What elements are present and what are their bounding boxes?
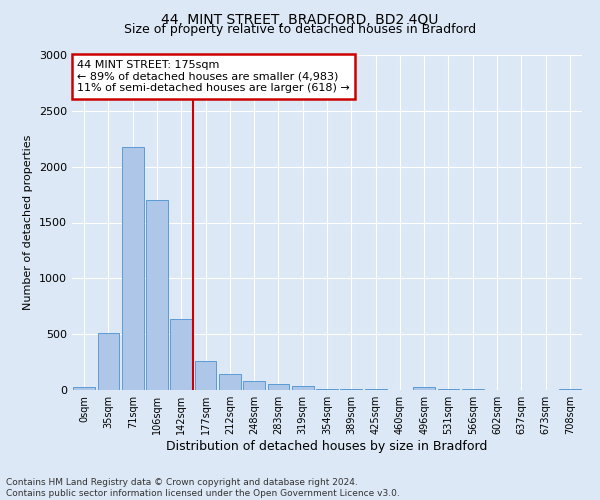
Bar	[73, 387, 95, 390]
Bar	[194, 361, 217, 390]
Text: Contains HM Land Registry data © Crown copyright and database right 2024.
Contai: Contains HM Land Registry data © Crown c…	[6, 478, 400, 498]
Bar	[316, 389, 338, 390]
Y-axis label: Number of detached properties: Number of detached properties	[23, 135, 34, 310]
Bar	[243, 381, 265, 390]
Text: Size of property relative to detached houses in Bradford: Size of property relative to detached ho…	[124, 22, 476, 36]
X-axis label: Distribution of detached houses by size in Bradford: Distribution of detached houses by size …	[166, 440, 488, 453]
Bar	[146, 200, 168, 390]
Text: 44, MINT STREET, BRADFORD, BD2 4QU: 44, MINT STREET, BRADFORD, BD2 4QU	[161, 12, 439, 26]
Bar	[219, 374, 241, 390]
Bar	[122, 146, 143, 390]
Bar	[268, 384, 289, 390]
Text: 44 MINT STREET: 175sqm
← 89% of detached houses are smaller (4,983)
11% of semi-: 44 MINT STREET: 175sqm ← 89% of detached…	[77, 60, 350, 93]
Bar	[413, 386, 435, 390]
Bar	[97, 333, 119, 390]
Bar	[292, 386, 314, 390]
Bar	[170, 318, 192, 390]
